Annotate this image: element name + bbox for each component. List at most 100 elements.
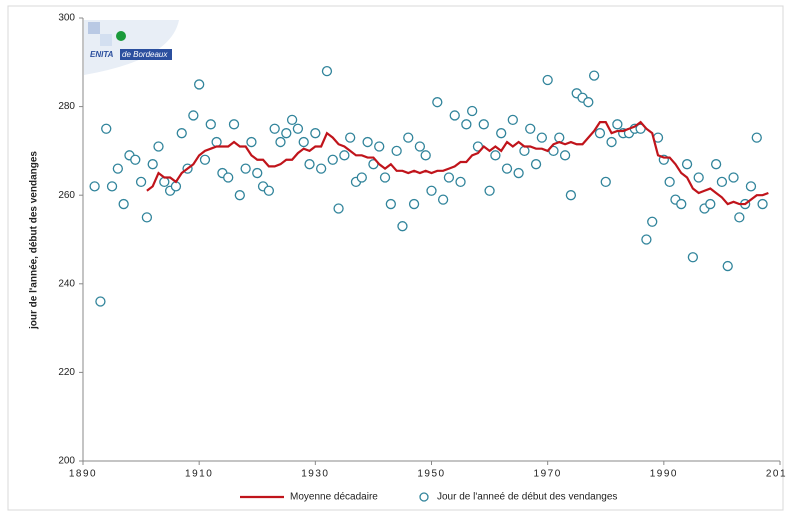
- scatter-point: [327, 154, 338, 165]
- scatter-point: [432, 97, 443, 108]
- scatter-point: [600, 176, 611, 188]
- scatter-point: [641, 234, 652, 245]
- scatter-point: [490, 150, 501, 161]
- logo-square: [88, 22, 100, 34]
- scatter-point: [734, 212, 745, 223]
- x-tick-label: 1890: [69, 469, 97, 480]
- logo: ENITA de Bordeaux: [84, 20, 179, 75]
- scatter-point: [461, 119, 472, 130]
- scatter-point: [443, 172, 455, 183]
- scatter-point: [252, 167, 263, 179]
- scatter-point: [199, 154, 211, 165]
- scatter-point: [693, 172, 704, 183]
- scatter-point: [676, 198, 687, 210]
- scatter-point: [275, 136, 286, 148]
- legend-label: Moyenne décadaire: [290, 492, 378, 503]
- average-line: [146, 120, 769, 206]
- scatter-point: [467, 105, 478, 117]
- scatter-point: [757, 198, 768, 210]
- scatter-point: [89, 181, 100, 192]
- scatter-point: [530, 159, 542, 170]
- scatter-point: [374, 141, 385, 152]
- scatter-point: [710, 159, 722, 170]
- y-tick-label: 240: [58, 278, 75, 289]
- scatter-point: [147, 159, 158, 170]
- scatter-point: [315, 163, 327, 174]
- scatter-point: [559, 150, 571, 161]
- legend-swatch: [419, 492, 429, 502]
- scatter-point: [362, 136, 373, 148]
- x-tick-label: 2010: [766, 469, 787, 480]
- scatter-point: [112, 163, 123, 174]
- scatter-point: [188, 110, 199, 121]
- scatter-point: [542, 74, 553, 86]
- scatter-point: [130, 154, 141, 165]
- logo-dot: [116, 31, 126, 41]
- scatter-point: [583, 97, 594, 108]
- scatter-point: [339, 150, 350, 161]
- scatter-point: [420, 150, 431, 161]
- scatter-point: [751, 132, 762, 143]
- y-tick-label: 220: [58, 367, 75, 378]
- scatter-point: [565, 190, 577, 201]
- scatter-point: [745, 181, 757, 192]
- scatter-point: [612, 119, 623, 130]
- scatter-point: [501, 163, 513, 174]
- scatter-point: [594, 128, 606, 139]
- scatter-point: [333, 203, 344, 214]
- scatter-point: [240, 163, 251, 174]
- x-tick-label: 1970: [534, 469, 562, 480]
- scatter-point: [664, 176, 675, 188]
- scatter-point: [106, 181, 118, 192]
- logo-box: [120, 49, 172, 60]
- scatter-point: [135, 176, 147, 188]
- scatter-point: [403, 132, 414, 143]
- scatter-point: [310, 128, 321, 139]
- scatter-point: [159, 176, 170, 188]
- scatter-point: [606, 136, 617, 148]
- scatter-point: [269, 123, 280, 134]
- scatter-point: [345, 132, 356, 143]
- scatter-point: [356, 172, 367, 183]
- scatter-point: [292, 123, 304, 134]
- scatter-point: [478, 119, 489, 130]
- scatter-point: [722, 260, 733, 272]
- scatter-point: [716, 176, 728, 188]
- scatter-point: [223, 172, 234, 183]
- scatter-point: [414, 141, 426, 152]
- scatter-point: [194, 79, 205, 90]
- y-axis-label: jour de l'année, début des vendanges: [29, 151, 40, 330]
- scatter-point: [408, 198, 420, 210]
- scatter-point: [281, 128, 292, 139]
- scatter-point: [681, 159, 693, 170]
- scatter-point: [554, 132, 565, 143]
- scatter-point: [263, 185, 275, 196]
- scatter-point: [496, 128, 507, 139]
- scatter-point: [176, 128, 187, 139]
- y-tick-label: 260: [58, 190, 75, 201]
- scatter-point: [705, 198, 716, 210]
- scatter-point: [426, 185, 437, 196]
- scatter-point: [437, 194, 449, 205]
- scatter-point: [449, 110, 460, 121]
- scatter-point: [234, 190, 245, 201]
- x-tick-label: 1950: [417, 469, 445, 480]
- scatter-point: [246, 136, 257, 148]
- scatter-point: [153, 141, 164, 152]
- scatter-point: [298, 136, 309, 148]
- scatter-point: [647, 216, 658, 227]
- y-tick-label: 300: [58, 13, 75, 24]
- scatter-point: [728, 172, 739, 183]
- chart-frame: [7, 5, 784, 511]
- logo-text: ENITA: [90, 50, 114, 59]
- scatter-point: [525, 123, 536, 134]
- logo-square: [100, 34, 112, 46]
- scatter-point: [286, 114, 298, 126]
- y-tick-label: 200: [58, 456, 75, 467]
- scatter-point: [385, 198, 396, 210]
- scatter-point: [141, 212, 153, 223]
- scatter-point: [304, 159, 315, 170]
- legend-label: Jour de l'anneé de début des vendanges: [437, 492, 617, 503]
- scatter-point: [519, 145, 530, 157]
